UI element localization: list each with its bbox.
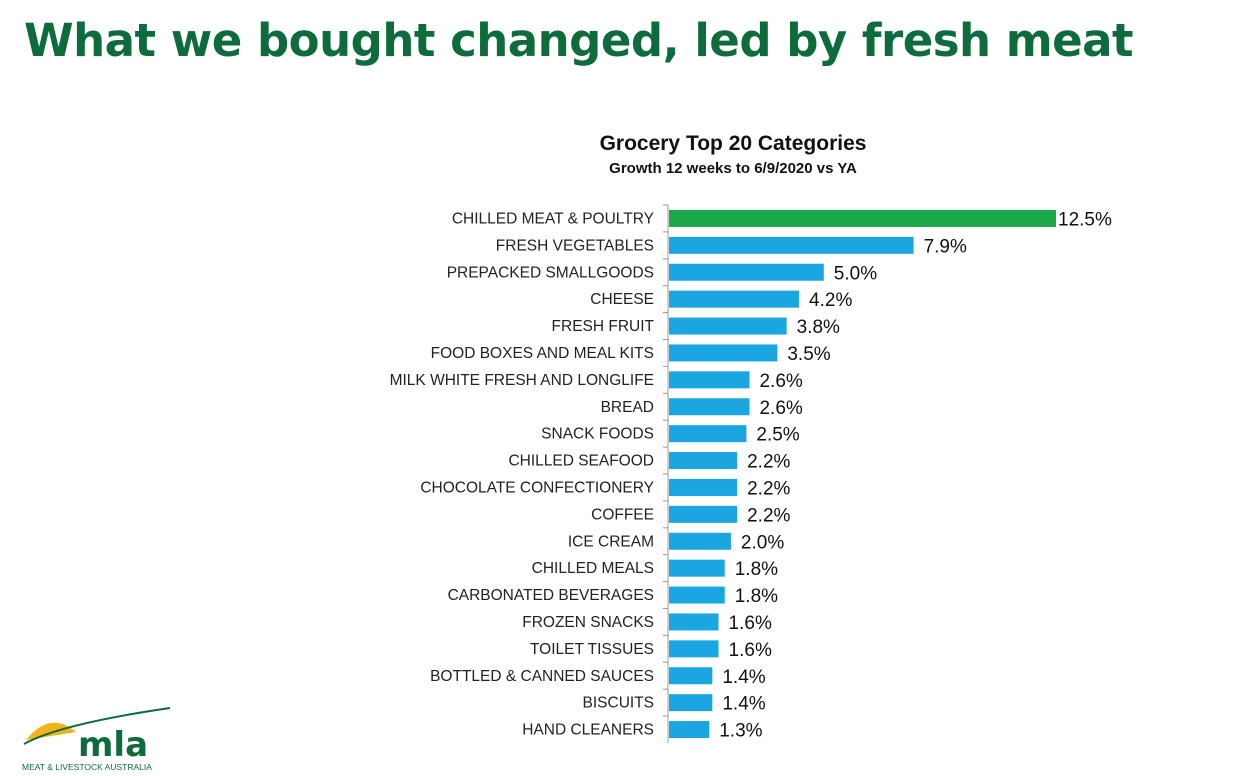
category-label: CARBONATED BEVERAGES	[448, 587, 654, 604]
bar	[669, 290, 800, 308]
value-label: 3.5%	[787, 344, 830, 365]
chart-title: Grocery Top 20 Categories	[600, 132, 867, 155]
category-label: BOTTLED & CANNED SAUCES	[430, 668, 654, 685]
category-label: FOOD BOXES AND MEAL KITS	[431, 345, 654, 362]
value-label: 1.8%	[735, 559, 778, 580]
value-label: 12.5%	[1058, 209, 1112, 230]
value-label: 2.0%	[741, 532, 784, 553]
bar	[669, 398, 750, 416]
bar	[669, 559, 725, 577]
category-label: BREAD	[601, 399, 654, 416]
value-label: 1.4%	[722, 694, 765, 715]
value-label: 2.2%	[747, 452, 790, 473]
bar	[669, 263, 824, 281]
bar	[669, 694, 713, 712]
value-label: 4.2%	[809, 290, 852, 311]
bar	[669, 721, 710, 739]
mla-logo: mla MEAT & LIVESTOCK AUSTRALIA	[22, 707, 171, 772]
value-label: 3.8%	[797, 317, 840, 338]
logo-subtitle: MEAT & LIVESTOCK AUSTRALIA	[22, 762, 152, 772]
bar	[669, 478, 738, 496]
category-label: CHOCOLATE CONFECTIONERY	[420, 479, 654, 496]
bars-layer: CHILLED MEAT & POULTRY 12.5% FRESH VEGETAB…	[390, 204, 1112, 743]
category-label: BISCUITS	[583, 695, 654, 712]
bar	[669, 613, 719, 631]
bar	[669, 425, 747, 443]
category-label: PREPACKED SMALLGOODS	[447, 264, 654, 281]
category-label: FROZEN SNACKS	[522, 614, 654, 631]
category-label: COFFEE	[591, 506, 654, 523]
bar	[669, 371, 750, 389]
value-label: 2.2%	[747, 505, 790, 526]
value-label: 7.9%	[924, 236, 967, 257]
category-label: ICE CREAM	[568, 533, 654, 550]
value-label: 2.6%	[759, 371, 802, 392]
category-label: FRESH VEGETABLES	[496, 237, 654, 254]
category-label: CHILLED SEAFOOD	[508, 453, 654, 470]
bar	[669, 344, 778, 362]
logo-sun-icon	[26, 722, 76, 740]
value-label: 2.5%	[756, 425, 799, 446]
category-label: SNACK FOODS	[541, 426, 654, 443]
bar	[669, 317, 787, 335]
bar	[669, 505, 738, 523]
value-label: 1.6%	[729, 640, 772, 661]
category-label: CHILLED MEAT & POULTRY	[452, 210, 654, 227]
category-label: CHILLED MEALS	[532, 560, 654, 577]
bar	[669, 236, 914, 254]
value-label: 1.6%	[729, 613, 772, 634]
value-label: 1.4%	[722, 667, 765, 688]
bar	[669, 209, 1056, 227]
logo-wordmark: mla	[78, 725, 148, 765]
value-label: 2.6%	[759, 398, 802, 419]
chart-subtitle: Growth 12 weeks to 6/9/2020 vs YA	[609, 160, 857, 177]
bar	[669, 452, 738, 470]
category-label: CHEESE	[590, 291, 654, 308]
logo-swoosh-icon	[23, 707, 171, 745]
bar	[669, 532, 731, 550]
category-label: MILK WHITE FRESH AND LONGLIFE	[390, 372, 654, 389]
bar	[669, 586, 725, 604]
bar	[669, 667, 713, 685]
category-label: FRESH FRUIT	[552, 318, 655, 335]
value-label: 5.0%	[834, 263, 877, 284]
category-label: TOILET TISSUES	[530, 641, 654, 658]
category-label: HAND CLEANERS	[522, 722, 654, 739]
value-label: 2.2%	[747, 478, 790, 499]
value-label: 1.3%	[719, 721, 762, 742]
bar	[669, 640, 719, 658]
slide-title: What we bought changed, led by fresh mea…	[24, 14, 1133, 67]
value-label: 1.8%	[735, 586, 778, 607]
